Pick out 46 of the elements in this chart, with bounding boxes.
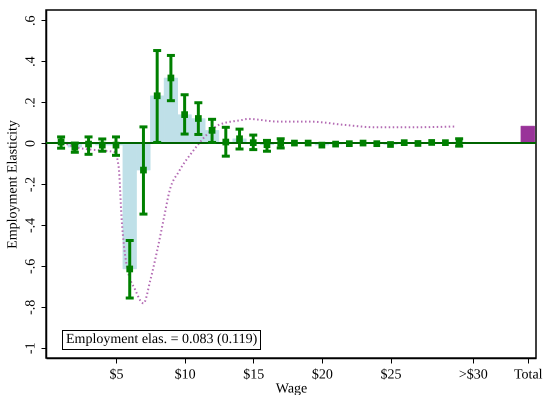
point	[195, 115, 202, 122]
y-tick-label: -.8	[24, 300, 38, 315]
x-tick-label: $25	[380, 368, 402, 382]
y-tick-label: -.4	[24, 218, 38, 234]
point	[208, 127, 216, 134]
point	[98, 142, 106, 148]
point	[250, 139, 257, 146]
point	[222, 138, 230, 146]
y-tick-label: .2	[24, 97, 38, 108]
note-box: Employment elas. = 0.083 (0.119)	[62, 330, 262, 350]
point	[236, 135, 243, 142]
point	[318, 142, 326, 148]
y-tick-label: 0	[24, 140, 38, 148]
point	[181, 111, 188, 118]
y-tick-label: -.2	[24, 176, 38, 192]
point	[304, 140, 312, 146]
point	[126, 266, 134, 272]
point	[387, 141, 394, 148]
point	[332, 140, 339, 148]
point	[85, 140, 92, 148]
point	[373, 140, 380, 148]
point	[168, 74, 174, 82]
point	[442, 139, 449, 146]
x-tick-label: $15	[243, 368, 264, 382]
x-tick-label: Total	[514, 368, 543, 382]
x-tick-label: $5	[110, 368, 124, 382]
point	[112, 142, 120, 148]
point	[291, 140, 298, 146]
x-tick-label: $10	[174, 368, 196, 382]
bar	[520, 126, 535, 144]
point	[428, 139, 436, 146]
x-tick-label: $20	[312, 368, 333, 382]
y-tick-label: .4	[24, 56, 38, 67]
point	[140, 166, 147, 174]
point	[400, 139, 408, 146]
y-axis-title: Employment Elasticity	[6, 120, 20, 249]
point	[360, 140, 366, 146]
y-tick-label: .6	[24, 15, 38, 26]
x-tick-label: >$30	[458, 368, 488, 382]
point	[346, 140, 353, 148]
y-tick-label: -1	[24, 342, 38, 354]
point	[264, 141, 270, 148]
point	[58, 138, 64, 146]
point	[414, 140, 422, 147]
point	[154, 92, 161, 100]
y-tick-label: -.6	[24, 258, 38, 274]
